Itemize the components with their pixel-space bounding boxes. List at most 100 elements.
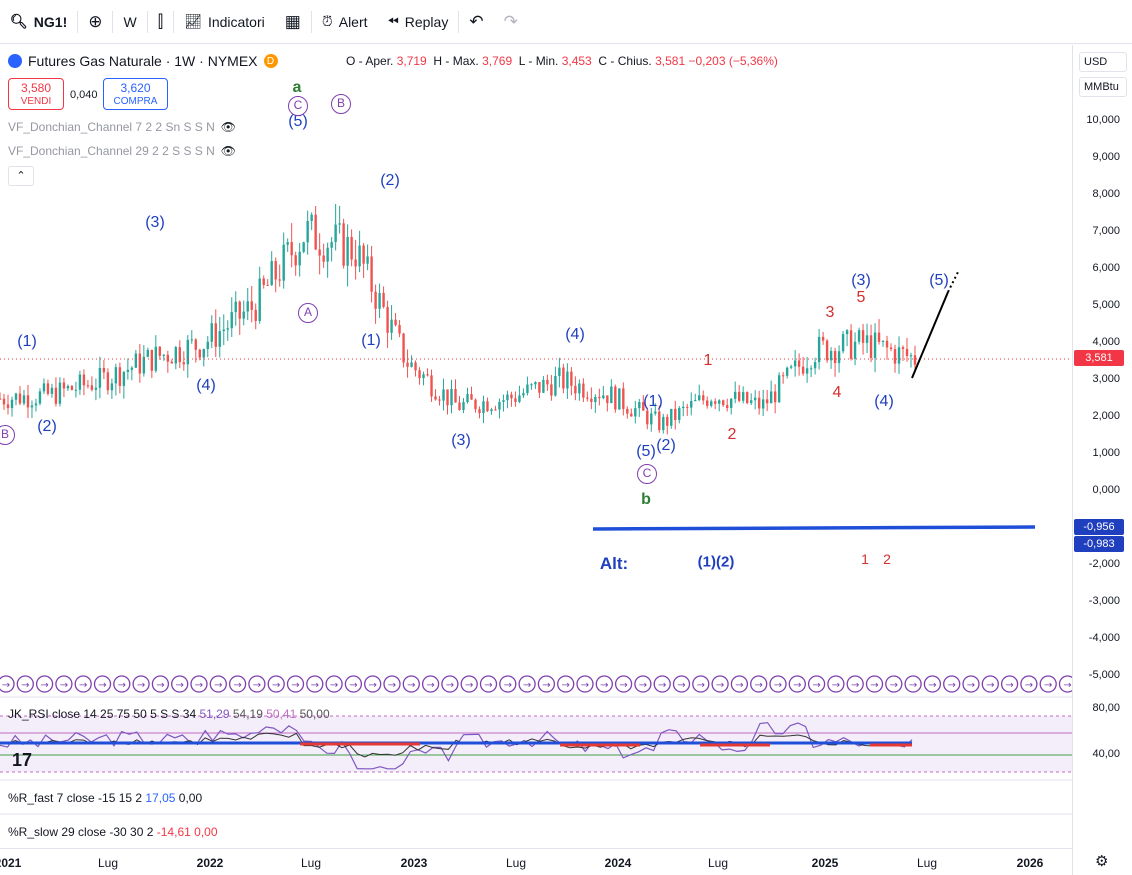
candle-body xyxy=(222,329,225,332)
candle-body xyxy=(334,224,337,243)
candle-body xyxy=(733,391,737,399)
candle-body xyxy=(62,382,66,389)
search-icon: 🔍︎ xyxy=(10,13,28,29)
candle-body xyxy=(618,388,621,410)
rslow-value: 0,00 xyxy=(194,825,218,839)
rsi-legend[interactable]: JK_RSI close 14 25 75 50 5 S S 34 51,29 … xyxy=(8,707,330,721)
arrow-right-icon: → xyxy=(291,680,299,691)
candle-body xyxy=(198,349,201,358)
level-tag: -0,956 xyxy=(1074,519,1124,535)
symbol-legend[interactable]: Futures Gas Naturale · 1W · NYMEX D xyxy=(8,53,278,69)
arrow-right-icon: → xyxy=(1044,680,1052,691)
signal-circle xyxy=(692,675,710,693)
candle-body xyxy=(254,309,257,322)
candle-body xyxy=(590,398,593,402)
chart-canvas[interactable]: → → → → → → → → → → → → → → → → → → → → → → → → → → → → → → → → → → → → → → → →… xyxy=(0,45,1132,875)
compare-add-button[interactable]: ⊕ xyxy=(78,0,112,44)
wave-circle-label: B xyxy=(331,94,351,114)
indicator-legend-2[interactable]: VF_Donchian_Channel 29 2 2 S S S N 👁︎ xyxy=(8,144,236,158)
symbol-search-button[interactable]: 🔍︎ NG1! xyxy=(0,0,77,44)
candle-body xyxy=(889,347,893,350)
candle-body xyxy=(94,387,98,390)
chevron-up-icon: ⌃ xyxy=(16,170,26,182)
arrow-right-icon: → xyxy=(619,680,627,691)
signal-circle xyxy=(151,675,170,693)
candle-body xyxy=(849,330,853,359)
high-label: H - Max. xyxy=(433,54,479,68)
candle-body xyxy=(622,388,625,409)
indicator-legend-1[interactable]: VF_Donchian_Channel 7 2 2 Sn S S N 👁︎ xyxy=(8,120,236,134)
projection-dotted xyxy=(947,271,959,293)
candle-body xyxy=(546,379,549,385)
replay-button[interactable]: ⏪︎ Replay xyxy=(378,0,459,44)
candle-body xyxy=(753,397,757,401)
candle-body xyxy=(122,371,126,386)
signal-circle xyxy=(788,675,806,693)
candle-body xyxy=(741,392,745,401)
indicators-icon: 📈︎ xyxy=(184,13,202,29)
arrow-right-icon: → xyxy=(214,680,222,691)
undo-button[interactable]: ↶ xyxy=(459,0,493,44)
candle-body xyxy=(706,400,709,406)
candle-body xyxy=(446,389,449,406)
unit-selector[interactable]: MMBtu xyxy=(1079,77,1127,97)
high-value: 3,769 xyxy=(482,54,513,68)
signal-circle xyxy=(904,675,922,693)
eye-hidden-icon[interactable]: 👁︎ xyxy=(220,120,237,134)
signal-circle xyxy=(750,675,768,693)
settings-gear-icon[interactable]: ⚙︎ xyxy=(1095,853,1109,870)
arrow-right-icon: → xyxy=(639,680,647,691)
candle-body xyxy=(821,336,825,341)
candle-body xyxy=(46,383,50,394)
signal-circle xyxy=(923,675,942,693)
candle-body xyxy=(238,301,241,319)
candle-body xyxy=(542,379,545,393)
arrow-right-icon: → xyxy=(465,680,473,691)
signal-circle xyxy=(1039,675,1057,693)
price-tick-label: -5,000 xyxy=(1088,669,1120,681)
signal-circle xyxy=(653,675,671,693)
signal-circle xyxy=(267,675,285,693)
chart-type-button[interactable]: ⫿ xyxy=(148,0,173,44)
interval-button[interactable]: W xyxy=(123,13,137,30)
buy-button[interactable]: 3,620 COMPRA xyxy=(103,78,168,110)
rslow-legend[interactable]: %R_slow 29 close -30 30 2 -14,61 0,00 xyxy=(8,825,218,839)
collapse-legend-button[interactable]: ⌃ xyxy=(8,166,34,186)
candle-body xyxy=(598,396,601,399)
candle-body xyxy=(378,292,381,309)
arrow-right-icon: → xyxy=(272,680,280,691)
wave-label: (4) xyxy=(874,393,894,410)
arrow-right-icon: → xyxy=(600,680,608,691)
candle-body xyxy=(442,389,445,401)
wave-circle-label: B xyxy=(0,425,15,445)
signal-circle xyxy=(595,675,613,693)
indicators-button[interactable]: 📈︎ Indicatori xyxy=(174,0,275,44)
candle-body xyxy=(670,408,673,426)
candle-body xyxy=(150,349,154,371)
alert-button[interactable]: ⏰︎ Alert xyxy=(312,0,378,44)
eye-hidden-icon[interactable]: 👁︎ xyxy=(220,144,237,158)
open-value: 3,719 xyxy=(396,54,427,68)
candle-body xyxy=(22,395,26,404)
candle-body xyxy=(817,336,821,363)
candle-body xyxy=(809,368,813,370)
signal-circle xyxy=(306,675,324,693)
layouts-button[interactable]: ▦ xyxy=(275,0,311,44)
candle-body xyxy=(266,284,269,286)
time-axis[interactable]: 2021 Lug 2022 Lug 2023 Lug 2024 Lug 2025 Lug 2026 xyxy=(0,848,1072,875)
currency-selector[interactable]: USD xyxy=(1079,52,1127,72)
price-tick-label: 0,000 xyxy=(1092,484,1120,496)
candle-body xyxy=(666,416,669,426)
candle-body xyxy=(829,351,833,361)
price-axis[interactable]: USD MMBtu 10,000 9,000 8,000 7,000 6,000 5,00… xyxy=(1072,45,1132,875)
wave-label: 5 xyxy=(856,289,866,306)
candle-body xyxy=(897,347,901,364)
candle-body xyxy=(698,395,701,401)
wave-label: (3) xyxy=(451,432,471,449)
rfast-legend[interactable]: %R_fast 7 close -15 15 2 17,05 0,00 xyxy=(8,791,202,805)
redo-button[interactable]: ↷ xyxy=(494,0,528,44)
candle-body xyxy=(722,400,725,406)
candle-body xyxy=(118,367,122,386)
signal-circle xyxy=(865,675,884,693)
sell-button[interactable]: 3,580 VENDI xyxy=(8,78,64,110)
